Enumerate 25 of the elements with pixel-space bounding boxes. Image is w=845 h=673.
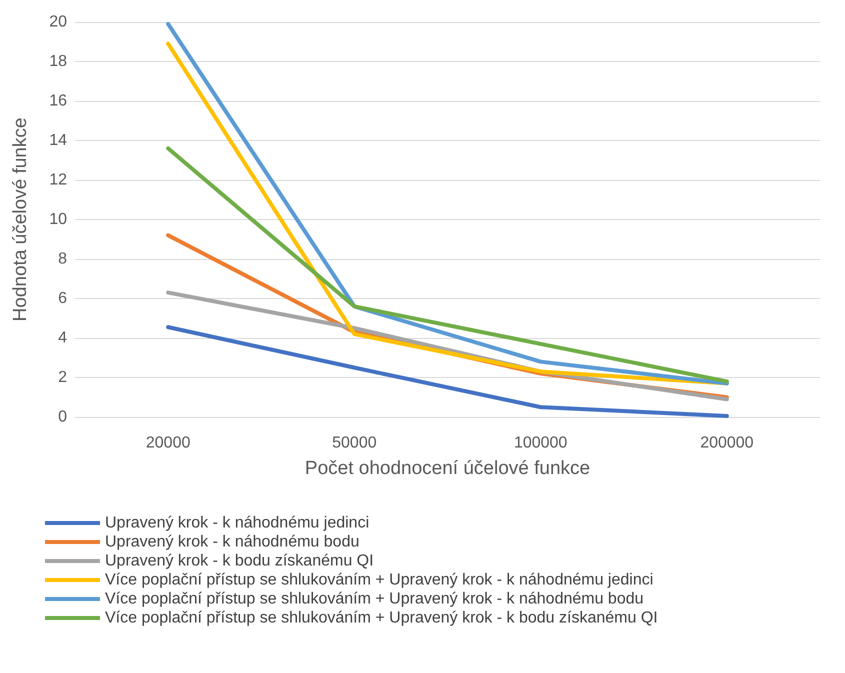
- y-tick-label: 6: [58, 290, 68, 307]
- legend-label: Upravený krok - k náhodnému bodu: [105, 534, 360, 550]
- legend-label: Více poplační přístup se shlukováním + Upravený krok - k bodu získanému QI: [105, 610, 658, 626]
- x-tick-label: 200000: [700, 434, 754, 452]
- y-tick-label: 8: [58, 250, 68, 268]
- x-tick-label: 100000: [514, 434, 568, 452]
- y-tick-label: 4: [58, 330, 68, 346]
- y-tick-label: 0: [58, 408, 68, 426]
- y-tick-label: 14: [49, 132, 68, 149]
- y-tick-label: 18: [49, 53, 68, 70]
- y-tick-label: 16: [49, 92, 68, 110]
- line-series: [166, 146, 729, 384]
- legend-label: Více poplační přístup se shlukováním + Upravený krok - k náhodnému bodu: [105, 590, 644, 608]
- x-tick-label: 50000: [332, 434, 377, 452]
- y-axis-title: Hodnota účelové funkce: [10, 118, 31, 322]
- x-tick-label: 20000: [146, 434, 190, 452]
- y-tick-label: 20: [49, 14, 68, 30]
- legend-label: Více poplační přístup se shlukováním + Upravený krok - k náhodnému jedinci: [105, 572, 654, 588]
- x-axis-title: Počet ohodnocení účelové funkce: [304, 458, 590, 479]
- y-tick-label: 12: [49, 172, 68, 188]
- y-tick-label: 10: [49, 211, 68, 228]
- legend-label: Upravený krok - k náhodnému jedinci: [105, 514, 370, 532]
- legend-label: Upravený krok - k bodu získanému QI: [105, 552, 374, 570]
- line-series: [166, 325, 729, 418]
- y-tick-label: 2: [58, 369, 68, 386]
